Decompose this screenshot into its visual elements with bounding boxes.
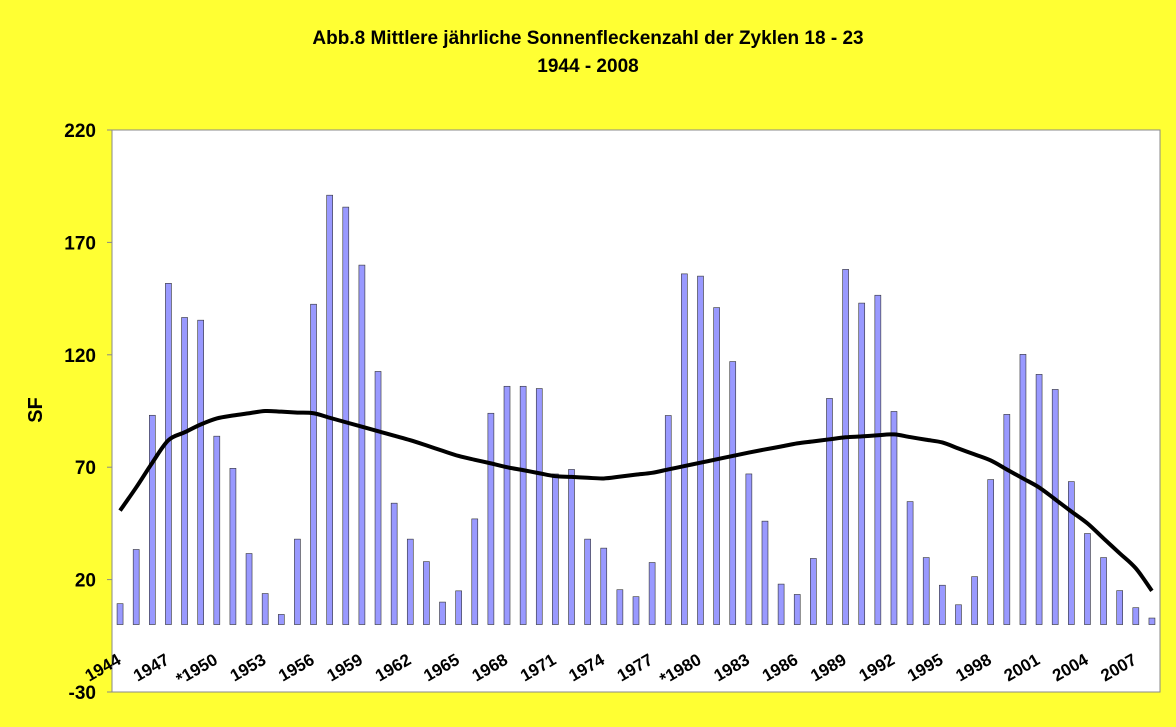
bar <box>197 319 204 625</box>
bar <box>390 502 398 625</box>
bar <box>681 273 688 625</box>
bar <box>1035 374 1043 625</box>
y-tick-label: 120 <box>64 346 96 367</box>
bar <box>922 557 930 625</box>
bar <box>535 388 543 625</box>
bar <box>342 206 350 625</box>
bar <box>181 317 188 625</box>
y-tick-label: 70 <box>75 458 96 479</box>
bar <box>552 473 559 625</box>
bar <box>1003 414 1011 625</box>
bar <box>1148 617 1156 625</box>
bar <box>455 590 462 625</box>
bar <box>503 385 511 625</box>
bar <box>939 584 946 625</box>
bar <box>777 583 785 625</box>
bar <box>664 415 672 625</box>
bar <box>116 603 124 625</box>
bar <box>1100 557 1107 625</box>
bar <box>697 275 704 625</box>
y-tick-label: 20 <box>75 571 96 592</box>
y-tick-label: 170 <box>64 233 96 254</box>
bar <box>213 435 221 625</box>
bar <box>955 604 962 625</box>
bar <box>810 558 817 625</box>
bar <box>423 561 430 625</box>
bar <box>358 264 366 625</box>
bar <box>600 547 608 625</box>
bar <box>584 538 591 625</box>
bar <box>1084 533 1091 625</box>
bar <box>245 553 253 625</box>
bar <box>906 501 914 625</box>
bar <box>310 303 317 625</box>
bar <box>713 307 720 625</box>
bar <box>277 614 285 625</box>
y-tick-label: 220 <box>64 121 96 142</box>
bar <box>406 538 414 625</box>
bar <box>439 601 446 625</box>
bar <box>149 414 156 625</box>
bar <box>745 473 753 625</box>
bar <box>261 593 269 625</box>
bar <box>294 538 301 625</box>
bar <box>132 549 140 625</box>
bar <box>616 589 624 625</box>
bar <box>648 562 656 625</box>
bar <box>568 469 575 625</box>
bar <box>1132 607 1140 625</box>
y-tick-label: -30 <box>69 683 96 704</box>
bar <box>165 283 172 625</box>
bar <box>1068 481 1075 625</box>
bar <box>826 398 833 625</box>
trend-line <box>118 408 1154 593</box>
bar <box>761 520 769 625</box>
chart-title: Abb.8 Mittlere jährliche Sonnenfleckenza… <box>312 28 863 49</box>
chart-subtitle: 1944 - 2008 <box>537 56 638 77</box>
bar <box>971 576 978 625</box>
bar <box>326 194 333 625</box>
bar <box>1116 590 1123 625</box>
bar <box>487 412 495 625</box>
bar <box>1019 354 1027 625</box>
bar <box>729 361 737 625</box>
bar <box>471 518 479 625</box>
bar <box>519 385 527 625</box>
bar <box>793 594 801 625</box>
bar <box>842 269 849 625</box>
bar <box>874 294 882 625</box>
bar <box>890 411 898 625</box>
y-axis-label: SF <box>25 397 47 423</box>
bar <box>374 371 382 625</box>
bar <box>632 596 640 625</box>
bar <box>229 468 237 625</box>
bar <box>858 302 866 625</box>
bar <box>987 479 995 625</box>
bar <box>1051 389 1059 625</box>
